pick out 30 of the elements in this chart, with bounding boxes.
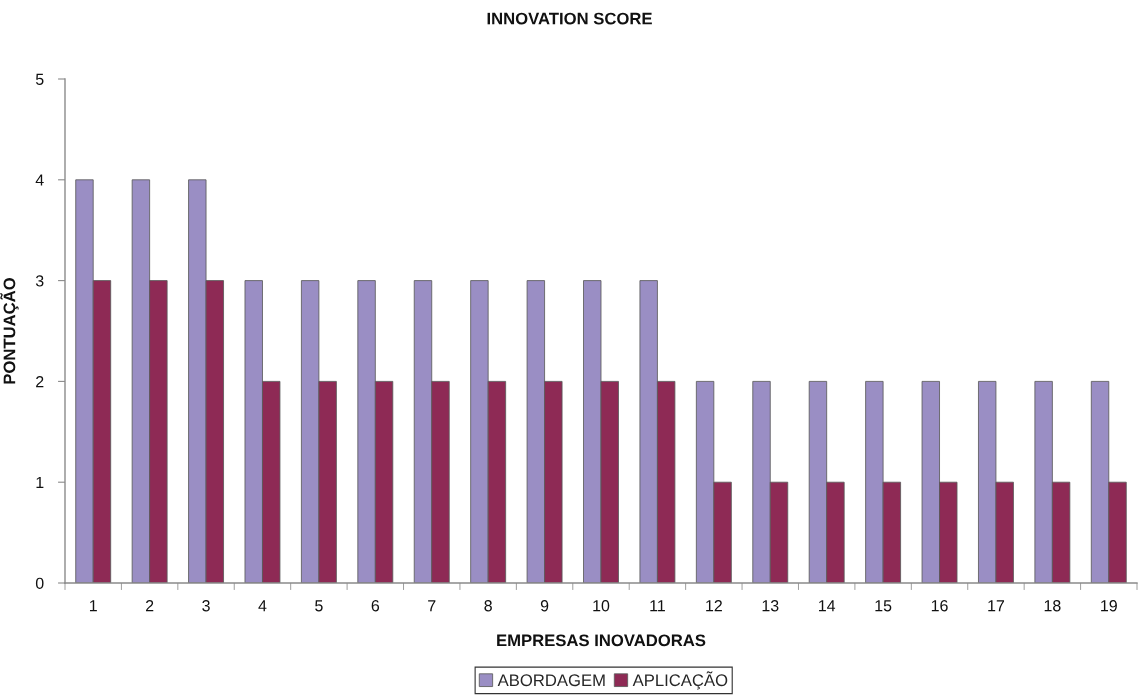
legend-label: ABORDAGEM <box>497 674 605 687</box>
x-tick-label: 2 <box>145 600 154 612</box>
x-tick-label: 19 <box>1101 600 1117 612</box>
y-tick-label: 0 <box>35 577 44 589</box>
x-tick-label: 6 <box>371 600 380 612</box>
x-tick-label: 5 <box>315 600 323 612</box>
y-tick-label: 2 <box>36 376 44 388</box>
y-tick-label: 3 <box>35 275 44 287</box>
x-tick-label: 7 <box>428 600 436 612</box>
x-tick-label: 18 <box>1044 600 1061 612</box>
x-tick-label: 3 <box>202 600 210 612</box>
x-tick-label: 4 <box>258 600 267 612</box>
y-tick-label: 4 <box>35 174 44 186</box>
x-tick-label: 1 <box>89 600 97 612</box>
x-tick-label: 12 <box>706 600 722 612</box>
y-axis-title: PONTUAÇÃO <box>0 278 19 384</box>
y-tick-label: 5 <box>35 73 44 85</box>
x-tick-label: 15 <box>875 600 892 612</box>
legend-label: APLICAÇÃO <box>632 671 728 690</box>
x-axis-title: EMPRESAS INOVADORAS <box>497 634 706 647</box>
x-tick-label: 8 <box>484 600 492 612</box>
x-tick-label: 11 <box>650 600 665 612</box>
x-tick-label: 13 <box>762 600 779 612</box>
y-tick-label: 1 <box>36 477 44 488</box>
x-tick-label: 10 <box>593 600 610 612</box>
x-tick-label: 9 <box>540 600 549 612</box>
x-tick-label: 14 <box>819 600 836 612</box>
x-tick-label: 17 <box>988 600 1005 612</box>
x-tick-label: 16 <box>931 600 948 612</box>
chart-title: INNOVATION SCORE <box>487 12 652 25</box>
